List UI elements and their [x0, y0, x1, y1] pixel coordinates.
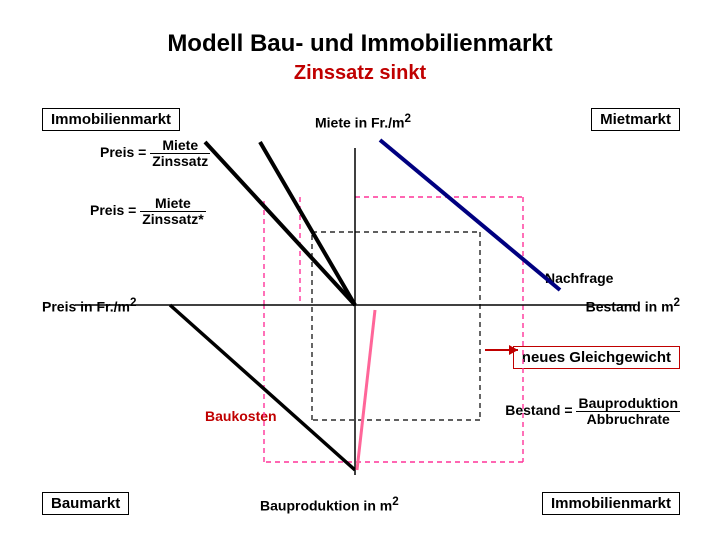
- four-quadrant-diagram: [0, 0, 720, 540]
